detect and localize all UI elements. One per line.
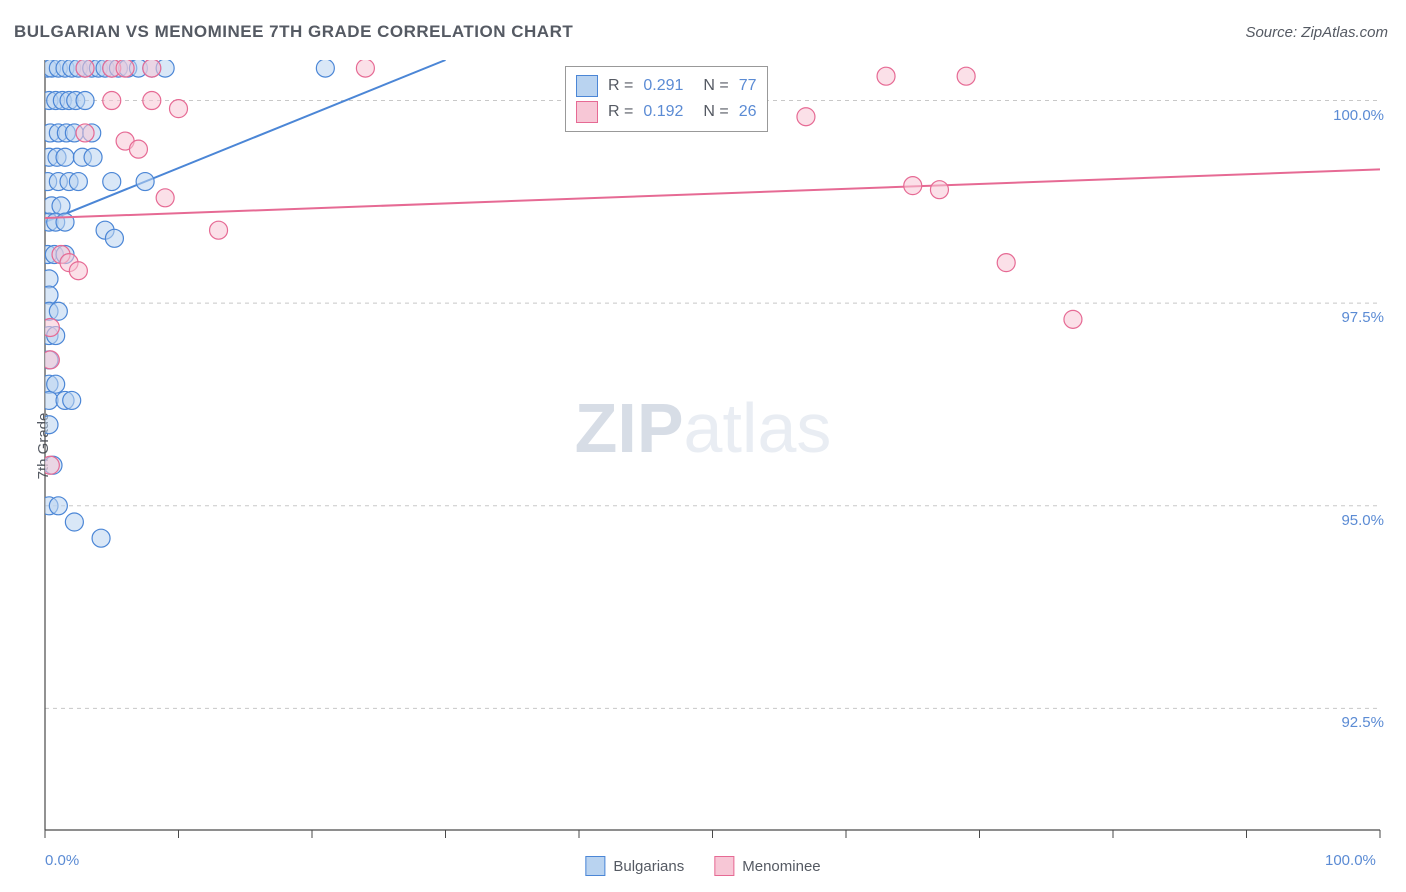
y-tick-label: 100.0% [1333,107,1384,124]
legend-label: Menominee [742,858,820,875]
legend-r-value: 0.192 [643,103,683,121]
y-tick-label: 97.5% [1341,309,1384,326]
legend-swatch [576,101,598,123]
legend-n-value: 26 [739,103,757,121]
legend-r-label: R = [608,77,633,95]
legend-n-label: N = [703,103,728,121]
y-tick-label: 95.0% [1341,512,1384,529]
legend-stat-row: R = 0.291 N = 77 [576,73,757,99]
legend-n-label: N = [703,77,728,95]
legend-item: Bulgarians [585,856,684,876]
y-tick-label: 92.5% [1341,714,1384,731]
legend-swatch [576,75,598,97]
legend-label: Bulgarians [613,858,684,875]
scatter-chart [0,0,1406,892]
correlation-legend: R = 0.291 N = 77 R = 0.192 N = 26 [565,66,768,132]
legend-r-value: 0.291 [643,77,683,95]
legend-swatch [714,856,734,876]
legend-stat-row: R = 0.192 N = 26 [576,99,757,125]
series-legend: Bulgarians Menominee [585,856,820,876]
legend-n-value: 77 [739,77,757,95]
legend-swatch [585,856,605,876]
x-tick-label: 100.0% [1325,852,1376,869]
legend-r-label: R = [608,103,633,121]
x-tick-label: 0.0% [45,852,79,869]
legend-item: Menominee [714,856,820,876]
